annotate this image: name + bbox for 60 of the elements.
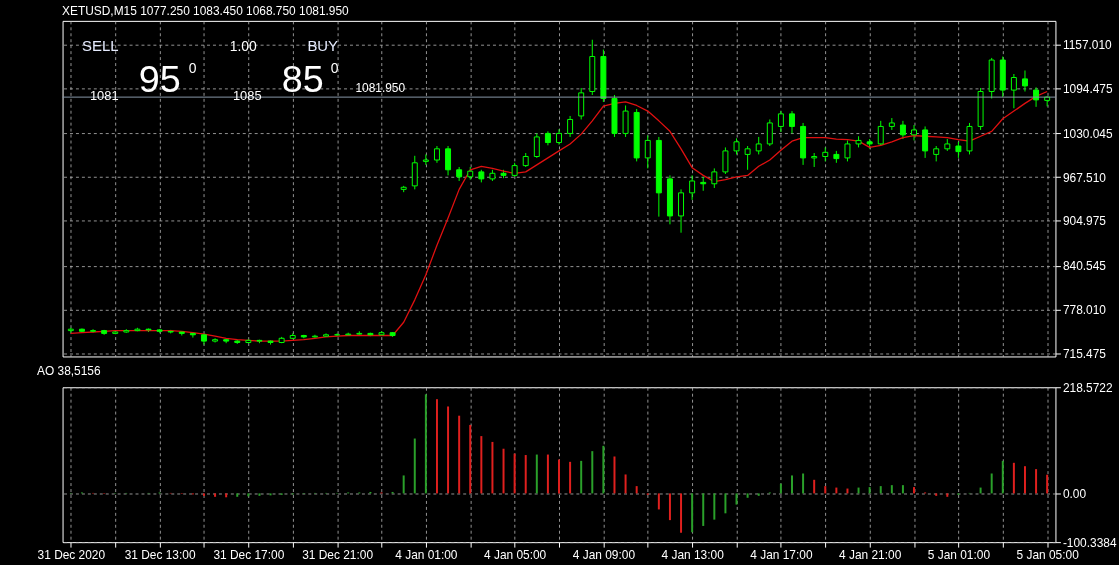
candlestick	[922, 125, 929, 159]
line-series	[70, 90, 1048, 342]
x-tick-label: 4 Jan 17:00	[750, 547, 813, 562]
candlestick	[578, 87, 585, 120]
candlestick	[1010, 73, 1017, 109]
x-tick-label: 5 Jan 01:00	[927, 547, 991, 562]
candlestick	[678, 188, 685, 234]
candlestick	[644, 135, 651, 169]
annotation: 1085	[232, 88, 262, 104]
candlestick	[445, 145, 452, 176]
candlestick	[766, 118, 773, 147]
y-tick-label: 967.510	[1062, 170, 1107, 185]
candlestick	[567, 115, 574, 138]
candlestick	[844, 139, 851, 162]
annotation: 1081	[89, 88, 119, 104]
y-tick-label: 0.00	[1062, 486, 1087, 501]
annotation: 0	[330, 59, 339, 76]
candlestick	[711, 167, 718, 189]
annotation: BUY	[307, 37, 339, 54]
annotation: 1.00	[229, 37, 258, 54]
candlestick	[777, 110, 784, 133]
candlestick	[411, 155, 418, 190]
y-tick-label: 715.475	[1062, 346, 1107, 361]
candlestick	[533, 132, 540, 159]
y-tick-label: 904.975	[1062, 214, 1107, 229]
y-tick-label: 778.010	[1062, 303, 1107, 318]
y-tick-label: 1157.010	[1062, 38, 1113, 53]
chart-title: XETUSD,M15 1077.250 1083.450 1068.750 1081.950	[62, 3, 350, 18]
ref-line-label: 1081.950	[355, 81, 406, 96]
x-tick-label: 31 Dec 17:00	[213, 547, 285, 562]
candlestick	[689, 174, 696, 201]
candlestick	[899, 120, 906, 140]
candlestick	[622, 104, 629, 138]
annotation: 0	[188, 59, 197, 76]
x-tick-label: 5 Jan 05:00	[1016, 547, 1080, 562]
annotation: 95	[138, 58, 181, 101]
x-tick-label: 31 Dec 21:00	[302, 547, 374, 562]
x-tick-label: 4 Jan 21:00	[839, 547, 902, 562]
candlestick	[911, 124, 918, 141]
candlestick	[422, 153, 429, 166]
y-tick-label: 1094.475	[1062, 81, 1113, 96]
annotation: SELL	[82, 37, 119, 54]
candlestick	[744, 145, 751, 171]
candlestick	[189, 332, 196, 339]
x-tick-label: 4 Jan 09:00	[572, 547, 636, 562]
x-tick-label: 31 Dec 2020	[37, 547, 106, 562]
candlestick	[877, 120, 884, 147]
x-tick-label: 4 Jan 01:00	[395, 547, 458, 562]
chart-title: AO 38,5156	[37, 364, 101, 379]
annotation: 85	[281, 58, 324, 101]
x-tick-label: 4 Jan 05:00	[484, 547, 547, 562]
y-tick-label: -100.3384	[1062, 535, 1117, 550]
y-tick-label: 218.5722	[1062, 380, 1113, 395]
candlestick	[1021, 70, 1028, 92]
x-tick-label: 4 Jan 13:00	[661, 547, 725, 562]
x-tick-label: 31 Dec 13:00	[124, 547, 196, 562]
candlestick	[722, 146, 729, 175]
y-tick-label: 1030.045	[1062, 126, 1113, 141]
candlestick	[789, 110, 795, 134]
y-tick-label: 840.545	[1062, 259, 1107, 274]
